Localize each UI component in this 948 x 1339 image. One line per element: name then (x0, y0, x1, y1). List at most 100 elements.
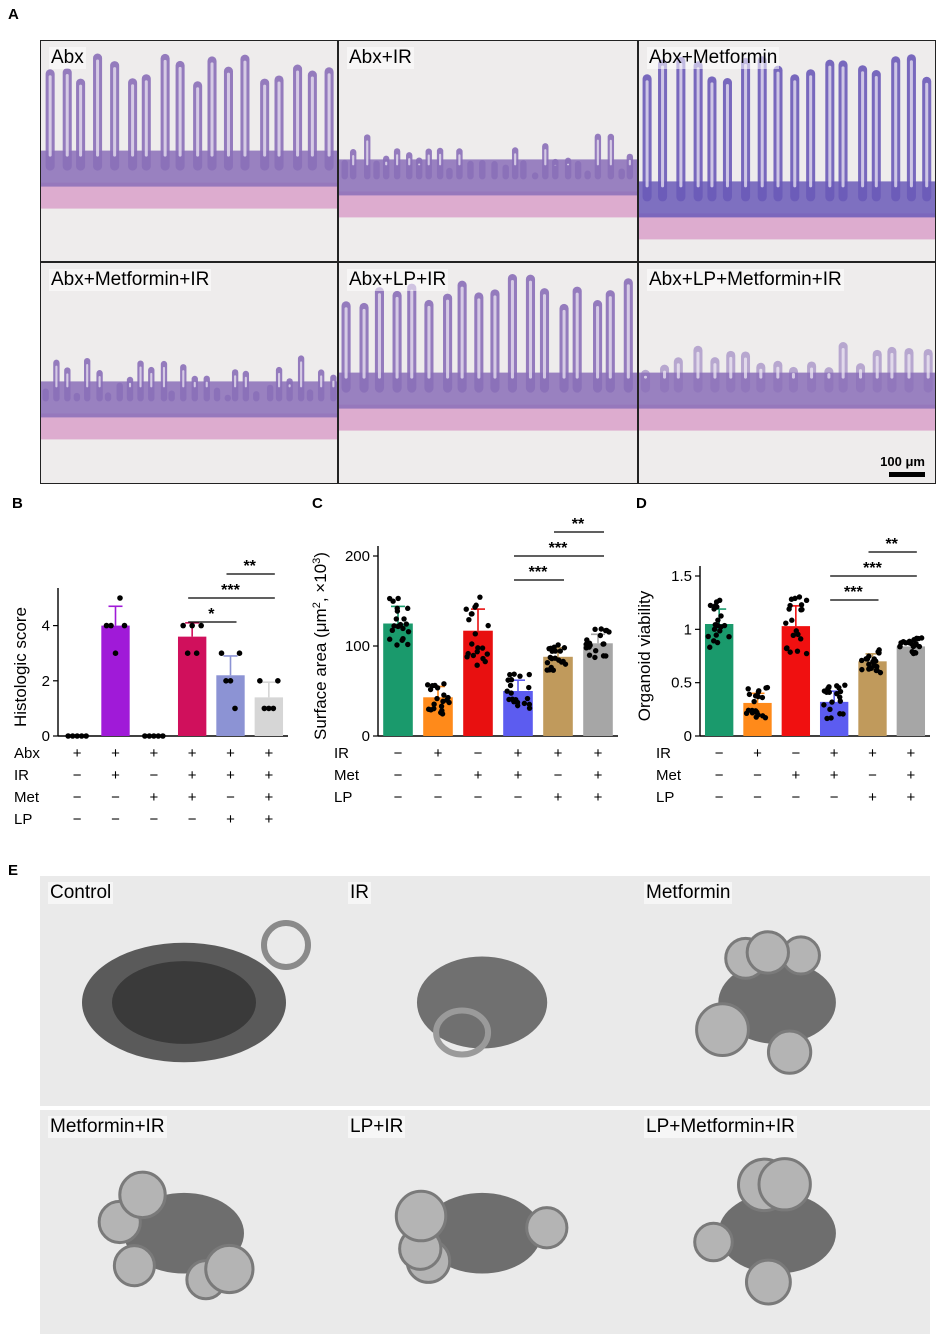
condition-sign: − (753, 767, 762, 784)
y-tick-label: 0 (362, 728, 370, 745)
condition-sign: + (188, 767, 197, 784)
data-point (469, 641, 475, 647)
data-point (526, 671, 532, 678)
condition-sign: − (111, 811, 120, 828)
tile-label: Abx (49, 47, 86, 69)
data-point (803, 597, 810, 604)
data-point (705, 633, 711, 640)
data-point (142, 733, 148, 739)
condition-sign: − (554, 767, 563, 784)
data-point (232, 705, 238, 712)
condition-sign: + (594, 745, 603, 762)
scale-bar-label: 100 μm (880, 454, 925, 469)
condition-label: Met (656, 767, 682, 784)
data-point (193, 650, 200, 656)
data-point (836, 684, 842, 691)
panel-letter: D (636, 495, 647, 512)
significance-label: *** (221, 582, 240, 599)
data-point (826, 689, 833, 695)
condition-sign: + (149, 745, 158, 762)
y-tick-label: 0 (684, 728, 692, 745)
condition-sign: − (188, 811, 197, 828)
data-point (717, 597, 723, 603)
data-point (446, 699, 452, 706)
bar (101, 625, 130, 736)
histology-tile: Abx+Metformin+IR (40, 262, 338, 484)
condition-sign: − (394, 745, 403, 762)
y-axis-label: Surface area (μm2, ×103) (311, 552, 330, 740)
data-point (821, 702, 827, 708)
data-point (155, 733, 162, 739)
data-point (906, 639, 913, 646)
y-tick-label: 2 (42, 673, 50, 690)
data-point (797, 636, 804, 642)
histology-tile: Abx+LP+IR (338, 262, 638, 484)
histology-image (41, 263, 337, 483)
data-point (393, 616, 400, 622)
data-point (394, 642, 400, 648)
condition-sign: + (594, 767, 603, 784)
condition-sign: + (226, 745, 235, 762)
condition-sign: + (188, 745, 197, 762)
data-point (749, 710, 756, 716)
condition-sign: + (868, 789, 877, 806)
condition-sign: − (73, 767, 82, 784)
data-point (794, 648, 801, 654)
significance-label: * (208, 606, 215, 623)
data-point (798, 607, 804, 613)
data-point (439, 711, 446, 717)
condition-sign: + (111, 767, 120, 784)
y-tick-label: 1 (684, 621, 692, 638)
histology-tile: Abx+IR (338, 40, 638, 262)
condition-sign: + (514, 745, 523, 762)
data-point (401, 616, 407, 622)
organoid-row-2: Metformin+IR LP+IR LP+Metformin+IR (40, 1110, 930, 1334)
condition-sign: + (753, 745, 762, 762)
tile-label: LP+Metformin+IR (644, 1116, 797, 1138)
data-point (103, 622, 110, 629)
data-point (395, 595, 401, 602)
data-point (403, 621, 410, 627)
data-point (788, 596, 795, 602)
data-point (762, 714, 769, 721)
significance-label: *** (863, 560, 882, 577)
data-point (83, 733, 89, 739)
condition-sign: − (434, 767, 443, 784)
condition-sign: + (264, 745, 273, 762)
condition-sign: − (753, 789, 762, 806)
histology-image (639, 41, 935, 261)
condition-label: LP (334, 789, 352, 806)
significance-label: ** (243, 558, 256, 575)
data-point (275, 678, 281, 684)
data-point (108, 622, 114, 629)
data-point (858, 657, 865, 664)
data-point (586, 644, 592, 650)
data-point (441, 692, 447, 698)
data-point (477, 594, 483, 600)
tile-label: Metformin+IR (48, 1116, 167, 1138)
condition-sign: + (149, 789, 158, 806)
data-point (389, 627, 396, 633)
data-point (549, 648, 555, 654)
data-point (755, 712, 761, 718)
data-point (721, 622, 728, 629)
data-point (117, 595, 123, 601)
bar (781, 626, 811, 736)
y-tick-label: 1.5 (671, 568, 692, 585)
organoid-tile: LP+IR (340, 1110, 636, 1334)
organoid-image (340, 1110, 636, 1334)
tile-label: Abx+Metformin+IR (49, 269, 212, 291)
bar (177, 636, 207, 736)
data-point (266, 705, 272, 712)
organoid-tile: Metformin (636, 876, 930, 1106)
y-tick-label: 200 (345, 548, 370, 565)
condition-sign: − (73, 789, 82, 806)
data-point (69, 733, 76, 739)
data-point (859, 666, 865, 673)
data-point (466, 617, 472, 623)
bar (896, 646, 926, 736)
data-point (787, 649, 793, 655)
condition-sign: + (188, 789, 197, 806)
data-point (874, 667, 880, 673)
